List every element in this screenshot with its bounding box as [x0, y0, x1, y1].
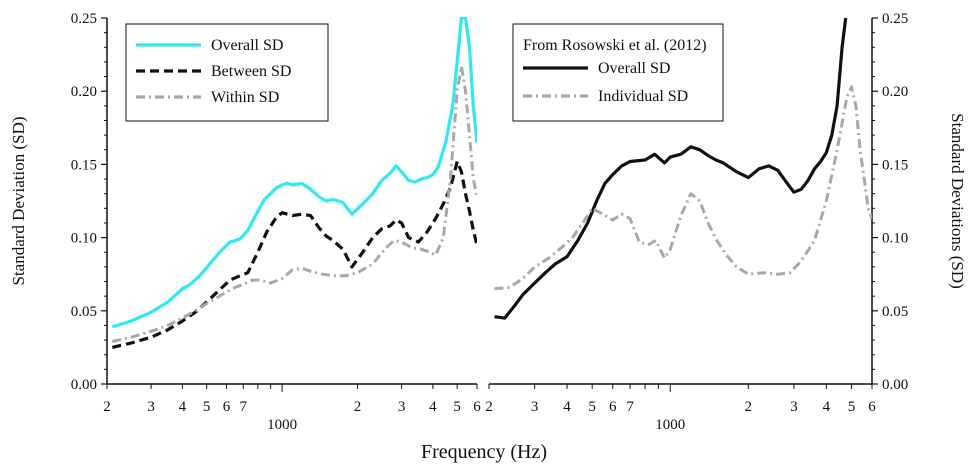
- x-axis-label: Frequency (Hz): [421, 441, 547, 463]
- y-tick-label: 0.20: [882, 84, 908, 100]
- legend: From Rosowski et al. (2012) Overall SD Ind…: [512, 23, 724, 122]
- y-tick-label: 0.10: [882, 231, 908, 247]
- legend-box: [512, 23, 724, 122]
- x-tick-label: 6: [223, 399, 231, 415]
- legend-label: Overall SD: [598, 60, 670, 77]
- y-tick-label: 0.00: [882, 377, 908, 393]
- x-tick-label: 3: [398, 399, 406, 415]
- legend-box: [125, 23, 329, 122]
- x-tick-label: 2: [745, 399, 753, 415]
- x-tick-label: 1000: [655, 417, 685, 433]
- x-tick-label: 3: [147, 399, 155, 415]
- series-line-overall-sd: [111, 17, 477, 329]
- x-tick-label: 1000: [267, 417, 297, 433]
- x-tick-label: 2: [485, 399, 493, 415]
- legend-label: Between SD: [211, 63, 291, 80]
- x-tick-label: 5: [588, 399, 596, 415]
- x-tick-label: 5: [203, 399, 211, 415]
- y-axis-label: Standard Deviation (SD): [9, 116, 28, 285]
- x-tick-label: 5: [848, 399, 856, 415]
- x-tick-label: 7: [240, 399, 248, 415]
- series-line-individual-sd: [494, 85, 872, 291]
- x-tick-label: 2: [103, 399, 111, 415]
- x-tick-label: 3: [531, 399, 539, 415]
- legend-label: Individual SD: [598, 88, 688, 105]
- y-tick-label: 0.10: [71, 231, 97, 247]
- series-line-overall-sd: [494, 17, 848, 320]
- series-line-within-sd: [111, 64, 477, 343]
- x-tick-label: 4: [179, 399, 187, 415]
- y-tick-label: 0.15: [882, 157, 908, 173]
- y-tick-label: 0.25: [71, 11, 97, 27]
- legend-title: From Rosowski et al. (2012): [523, 37, 707, 54]
- legend-label: Within SD: [211, 89, 279, 106]
- legend: Overall SD Between SD Within SD: [125, 23, 329, 122]
- x-tick-label: 7: [626, 399, 634, 415]
- x-tick-label: 4: [563, 399, 571, 415]
- y-tick-label: 0.05: [71, 304, 97, 320]
- x-tick-label: 4: [823, 399, 831, 415]
- y-tick-label: 0.05: [882, 304, 908, 320]
- x-tick-label: 3: [790, 399, 798, 415]
- x-tick-label: 6: [868, 399, 876, 415]
- x-tick-label: 5: [453, 399, 461, 415]
- y-tick-label: 0.15: [71, 157, 97, 173]
- y-tick-label: 0.25: [882, 11, 908, 27]
- x-tick-label: 6: [473, 399, 481, 415]
- x-tick-label: 4: [429, 399, 437, 415]
- x-tick-label: 6: [609, 399, 617, 415]
- y-tick-label: 0.20: [71, 84, 97, 100]
- x-tick-label: 2: [354, 399, 362, 415]
- y-tick-label: 0.00: [71, 377, 97, 393]
- y-axis-label: Standard Deviations (SD): [948, 113, 967, 289]
- series-line-between-sd: [111, 159, 477, 349]
- legend-label: Overall SD: [211, 37, 283, 54]
